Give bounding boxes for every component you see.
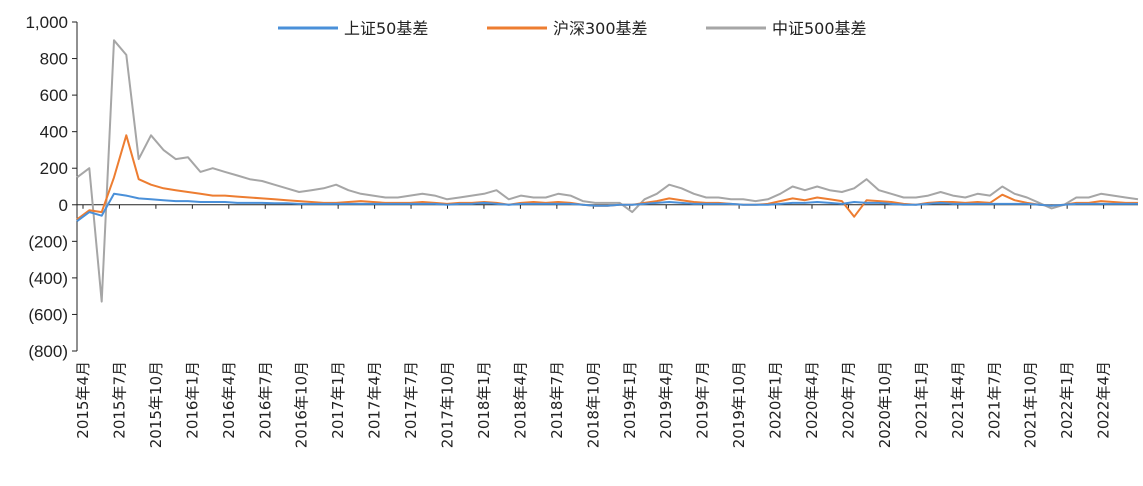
x-tick-label: 2019年4月	[657, 361, 675, 439]
x-tick-label: 2018年7月	[548, 361, 566, 439]
series-line-3	[76, 39, 1139, 303]
y-tick-label: (400)	[28, 269, 68, 288]
x-tick-label: 2020年10月	[876, 361, 894, 448]
x-tick-label: 2019年10月	[730, 361, 748, 448]
x-tick-label: 2018年4月	[511, 361, 529, 439]
x-tick-label: 2016年4月	[220, 361, 238, 439]
x-tick-label: 2018年10月	[584, 361, 602, 448]
y-tick-label: 400	[40, 123, 68, 142]
y-tick-label: 600	[40, 86, 68, 105]
plot-area	[76, 39, 1139, 303]
x-tick-label: 2016年1月	[183, 361, 201, 439]
x-tick-label: 2021年1月	[912, 361, 930, 439]
x-tick-label: 2015年7月	[110, 361, 128, 439]
x-tick-label: 2021年7月	[985, 361, 1003, 439]
x-tick-label: 2017年4月	[366, 361, 384, 439]
y-tick-label: (600)	[28, 305, 68, 324]
x-axis: 2015年4月 2015年7月 2015年10月 2016年1月 2016年4月 2016…	[74, 204, 1138, 448]
x-tick-label: 2015年10月	[147, 361, 165, 448]
y-axis: 1,000 800 600 400 200 0 (200) (400) (600) (800)	[25, 13, 78, 361]
legend-label: 上证50基差	[344, 19, 428, 38]
x-tick-label: 2022年1月	[1058, 361, 1076, 439]
y-tick-label: 200	[40, 159, 68, 178]
x-tick-label: 2017年1月	[329, 361, 347, 439]
series-line-2	[76, 134, 1138, 221]
chart-legend: 上证50基差 沪深300基差 中证500基差	[278, 19, 867, 38]
y-tick-label: 1,000	[25, 13, 68, 32]
y-tick-label: (800)	[28, 342, 68, 361]
x-tick-label: 2017年7月	[402, 361, 420, 439]
x-tick-label: 2022年4月	[1095, 361, 1113, 439]
x-tick-label: 2015年4月	[74, 361, 92, 439]
y-tick-label: (200)	[28, 232, 68, 251]
y-tick-label: 800	[40, 50, 68, 69]
y-tick-label: 0	[59, 196, 68, 215]
x-tick-label: 2016年7月	[256, 361, 274, 439]
x-tick-label: 2020年7月	[839, 361, 857, 439]
x-tick-label: 2019年7月	[694, 361, 712, 439]
x-tick-label: 2020年4月	[803, 361, 821, 439]
x-tick-label: 2017年10月	[439, 361, 457, 448]
legend-label: 沪深300基差	[553, 19, 648, 38]
x-tick-label: 2021年4月	[949, 361, 967, 439]
series-line-1	[76, 192, 1138, 223]
x-tick-label: 2021年10月	[1022, 361, 1040, 448]
x-tick-label: 2019年1月	[621, 361, 639, 439]
legend-label: 中证500基差	[772, 19, 867, 38]
x-tick-label: 2020年1月	[767, 361, 785, 439]
x-tick-label: 2016年10月	[293, 361, 311, 448]
x-tick-label: 2018年1月	[475, 361, 493, 439]
